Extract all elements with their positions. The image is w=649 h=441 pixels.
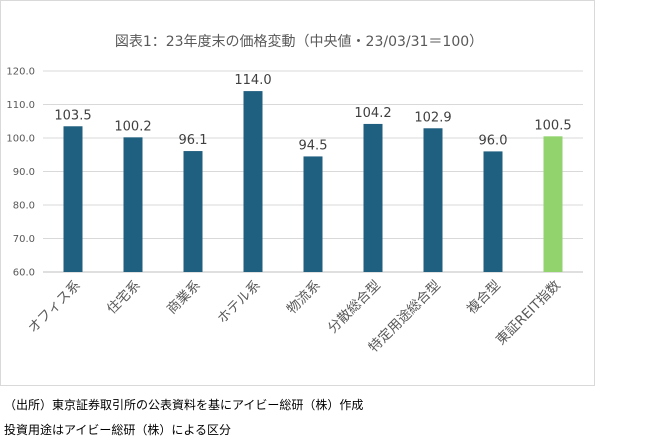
category-label: 複合型 [463,277,504,318]
y-tick-label: 60.0 [13,268,35,279]
y-tick-label: 90.0 [13,167,35,178]
bar [363,123,383,273]
bar [243,91,263,272]
y-tick-label: 100.0 [6,134,35,145]
bar [423,128,443,272]
data-label: 104.2 [354,106,391,121]
data-label: 100.2 [114,119,151,134]
data-label: 100.5 [534,118,571,133]
bar [183,151,203,272]
category-label: 東証REIT指数 [493,277,564,348]
bar [303,156,323,272]
y-tick-label: 120.0 [6,67,35,78]
data-label: 96.0 [479,133,508,148]
category-label: ホテル系 [214,278,263,327]
chart-title: 図表1：23年度末の価格変動（中央値・23/03/31＝100） [115,33,483,50]
classification-note: 投資用途はアイビー総研（株）による区分 [4,423,232,437]
bar [63,126,83,273]
bar [483,151,503,272]
data-label: 103.5 [54,108,91,123]
bars [63,91,563,273]
category-label: 分散総合型 [325,278,384,337]
bar [123,137,143,272]
y-axis-ticks: 60.0 70.0 80.0 90.0 100.0 110.0 120.0 [6,67,35,279]
data-label: 102.9 [414,110,451,125]
y-tick-label: 80.0 [13,201,35,212]
data-label: 114.0 [234,73,271,88]
bar-chart: 図表1：23年度末の価格変動（中央値・23/03/31＝100） 60.0 70.… [6,33,583,356]
y-tick-label: 110.0 [6,100,35,111]
category-label: 住宅系 [104,278,144,318]
category-label: 物流系 [284,278,324,318]
chart-frame: 図表1：23年度末の価格変動（中央値・23/03/31＝100） 60.0 70.… [0,0,595,386]
bar [543,136,563,272]
source-note: （出所）東京証券取引所の公表資料を基にアイビー総研（株）作成 [4,398,364,412]
data-label: 96.1 [179,133,208,148]
y-tick-label: 70.0 [13,234,35,245]
data-label: 94.5 [299,138,328,153]
category-label: オフィス系 [25,278,84,337]
data-labels: 103.5 100.2 96.1 114.0 94.5 104.2 102.9 96.0 100… [54,73,571,153]
category-label: 商業系 [164,278,204,318]
